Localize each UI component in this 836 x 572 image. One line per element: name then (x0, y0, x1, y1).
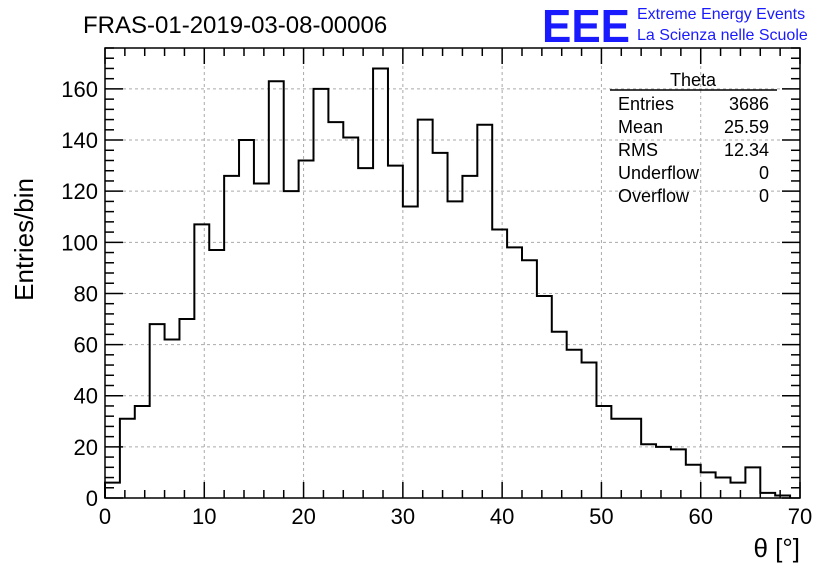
histogram-bin (388, 166, 403, 498)
stats-value: 0 (759, 186, 769, 206)
histogram-bin (716, 478, 731, 498)
y-tick-label: 100 (61, 230, 98, 255)
y-tick-label: 0 (86, 486, 98, 511)
histogram-bin (239, 140, 254, 498)
y-tick-label: 160 (61, 77, 98, 102)
eee-logo: EEE Extreme Energy Events La Scienza nel… (542, 0, 808, 52)
histogram-bin (448, 201, 463, 498)
logo-line-1: Extreme Energy Events (637, 6, 805, 23)
histogram-bin (656, 447, 671, 498)
stats-value: 0 (759, 163, 769, 183)
histogram-bin (299, 161, 314, 499)
histogram-bin (418, 120, 433, 498)
histogram-bin (745, 467, 760, 498)
histogram-bin (626, 419, 641, 498)
x-axis-title: θ [°] (753, 533, 800, 563)
stats-rows: Entries 3686 Mean 25.59 RMS 12.34 Underflow 0 Ov… (618, 94, 769, 206)
histogram-outline (104, 67, 792, 498)
histogram-bin (284, 191, 299, 498)
histogram-bin (671, 449, 686, 498)
plot-title: FRAS-01-2019-03-08-00006 (83, 12, 387, 39)
histogram-bin (686, 465, 701, 498)
histogram-bin (760, 493, 775, 498)
histogram-bin (105, 483, 120, 498)
stats-label: Underflow (618, 163, 700, 183)
histogram-bin (462, 176, 477, 498)
histogram-bin (537, 296, 552, 498)
y-axis-title: Entries/bin (9, 178, 39, 301)
grid-lines (105, 48, 800, 498)
histogram-bin (343, 137, 358, 498)
histogram-bin (358, 168, 373, 498)
eee-logo-mark: EEE (542, 0, 630, 52)
histogram-bin (120, 419, 135, 498)
stats-value: 12.34 (724, 140, 769, 160)
histogram-bin (403, 207, 418, 498)
y-tick-label: 80 (74, 281, 98, 306)
histogram-bin (194, 224, 209, 498)
logo-line-2: La Scienza nelle Scuole (637, 27, 808, 44)
histogram-bin (209, 250, 224, 498)
histogram-bin (433, 153, 448, 498)
histogram-bin (701, 472, 716, 498)
histogram-bin (254, 184, 269, 498)
histogram-bin (179, 319, 194, 498)
y-tick-label: 120 (61, 179, 98, 204)
histogram-bin (150, 324, 165, 498)
histogram-bin (507, 247, 522, 498)
histogram-bin (731, 483, 746, 498)
y-tick-label: 140 (61, 128, 98, 153)
histogram-bin (314, 89, 329, 498)
y-tick-label: 60 (74, 333, 98, 358)
stats-box: Theta Entries 3686 Mean 25.59 RMS 12.34 Underf… (610, 70, 777, 206)
histogram-bin (328, 122, 343, 498)
x-tick-label: 50 (589, 504, 613, 529)
y-tick-label: 20 (74, 435, 98, 460)
histogram-bin (611, 419, 626, 498)
histogram-bin (522, 260, 537, 498)
histogram-bin (641, 444, 656, 498)
x-tick-label: 30 (391, 504, 415, 529)
histogram-bin (552, 332, 567, 498)
x-tick-label: 40 (490, 504, 514, 529)
x-tick-label: 70 (788, 504, 812, 529)
x-tick-label: 20 (291, 504, 315, 529)
histogram-bin (477, 125, 492, 498)
histogram-bin (492, 230, 507, 498)
tick-labels: 0 10 20 30 40 50 60 70 0 20 40 60 80 100 120 140 160 (61, 77, 812, 529)
histogram-bin (135, 406, 150, 498)
stats-label: Mean (618, 117, 663, 137)
x-tick-label: 60 (688, 504, 712, 529)
stats-box-title: Theta (670, 70, 717, 90)
stats-label: Entries (618, 94, 674, 114)
histogram-bin (596, 406, 611, 498)
histogram-bin (224, 176, 239, 498)
x-tick-label: 0 (99, 504, 111, 529)
histogram-bin (373, 68, 388, 498)
stats-label: Overflow (618, 186, 690, 206)
x-tick-label: 10 (192, 504, 216, 529)
axis-ticks (104, 47, 801, 499)
histogram-bin (269, 81, 284, 498)
histogram-bin (567, 350, 582, 498)
stats-label: RMS (618, 140, 658, 160)
histogram-bin (165, 339, 180, 498)
histogram-bin (582, 362, 597, 498)
stats-value: 25.59 (724, 117, 769, 137)
y-tick-label: 40 (74, 384, 98, 409)
stats-value: 3686 (729, 94, 769, 114)
